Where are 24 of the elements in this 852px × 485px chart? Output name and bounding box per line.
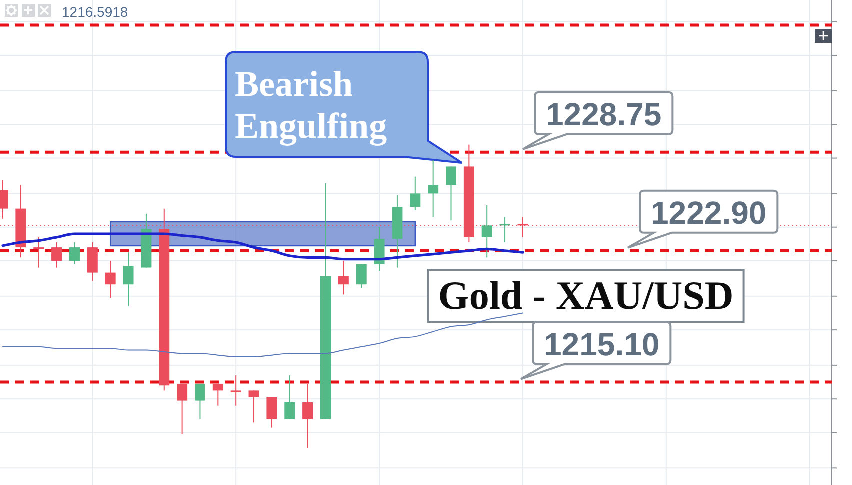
candlestick [230,375,242,406]
candlestick [212,383,224,406]
candlestick [302,383,314,448]
annotation: Bearish Engulfing [235,64,388,146]
ref-line-label: 1222.90 [651,194,767,231]
candlestick [123,252,134,307]
candlestick [105,260,116,299]
candlestick [266,396,278,428]
candlestick [284,375,296,420]
ref-line-label: 1215.10 [544,326,660,362]
candlestick [194,383,206,420]
ref-line-label: 1228.75 [546,96,662,132]
text: Gold - XAU/USD [438,273,734,318]
candlestick [69,242,80,265]
candlestick [248,390,260,424]
candlestick [177,383,188,435]
candlestick [356,264,367,288]
candlestick [52,242,62,268]
candlestick [410,176,421,212]
candlestick [446,166,456,222]
candlestick [338,260,349,296]
candlestick [482,204,492,258]
candlestick [428,159,439,218]
annotation: 1216.5918 [62,4,128,20]
